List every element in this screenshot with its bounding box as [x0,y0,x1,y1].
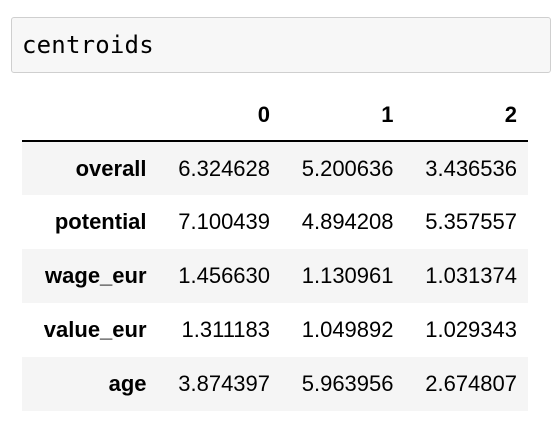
row-index-label: wage_eur [45,263,147,288]
table-row: value_eur 1.311183 1.049892 1.029343 [22,303,528,357]
table-cell: 6.324628 [178,155,271,181]
table-cell: 4.894208 [301,209,394,234]
table-row: wage_eur 1.456630 1.130961 1.031374 [22,249,528,303]
table-cell: 1.311183 [181,317,271,342]
index-header [22,89,158,142]
table-cell: 1.031374 [425,263,517,288]
row-index-label: value_eur [43,317,147,342]
header-row: 0 1 2 [22,89,528,142]
table-row: potential 7.100439 4.894208 5.357557 [22,195,528,249]
table-cell: 5.357557 [425,209,517,234]
dataframe-table: 0 1 2 overall 6.324628 5.200636 3.436536… [22,89,528,411]
table-cell: 5.200636 [301,155,394,181]
row-index-label: potential [54,209,147,234]
table-cell: 1.456630 [178,263,271,288]
code-text: centroids [22,31,154,59]
table-cell: 3.436536 [425,155,517,181]
column-header: 2 [404,89,528,142]
column-header: 0 [157,89,282,142]
table-cell: 7.100439 [178,209,271,234]
row-index-label: overall [75,155,147,181]
table-row: age 3.874397 5.963956 2.674807 [22,357,528,411]
column-header: 1 [281,89,405,142]
code-input-cell[interactable]: centroids [11,17,551,73]
table-header: 0 1 2 [22,89,528,142]
table-body: overall 6.324628 5.200636 3.436536 poten… [22,141,528,411]
table-cell: 2.674807 [425,371,517,396]
table-cell: 3.874397 [178,371,271,396]
table-cell: 5.963956 [301,371,394,396]
table-cell: 1.029343 [425,317,517,342]
table-row: overall 6.324628 5.200636 3.436536 [22,141,528,195]
row-index-label: age [108,371,147,396]
table-cell: 1.049892 [301,317,394,342]
table-cell: 1.130961 [301,263,394,288]
